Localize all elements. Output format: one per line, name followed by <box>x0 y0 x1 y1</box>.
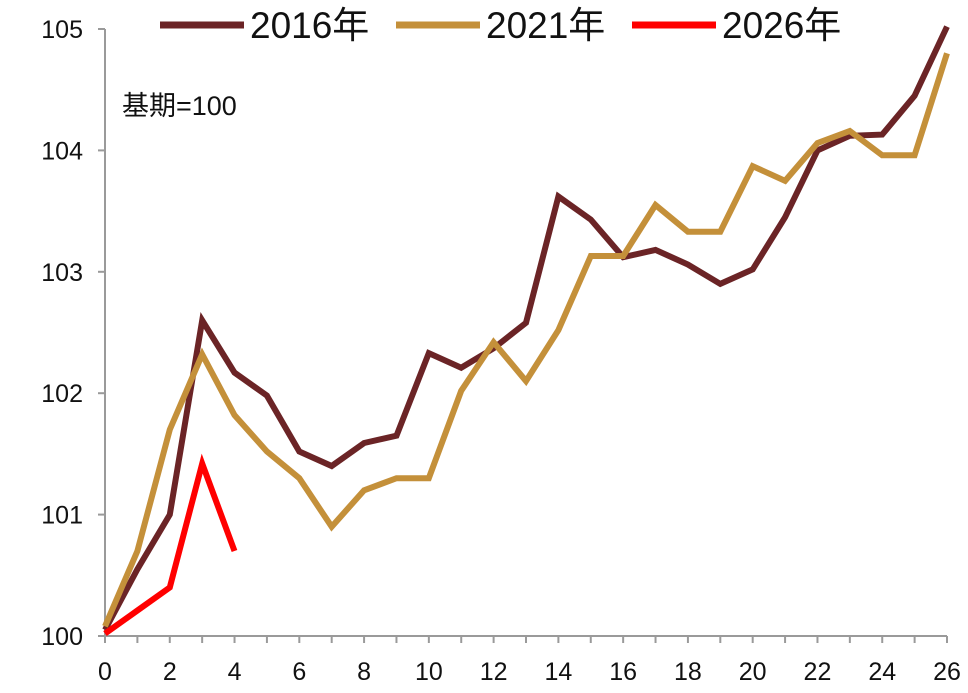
x-tick-label: 18 <box>674 658 702 686</box>
legend-label: 2026年 <box>722 5 841 46</box>
x-tick-label: 24 <box>868 658 896 686</box>
x-tick-label: 8 <box>357 658 371 686</box>
x-tick-label: 0 <box>98 658 112 686</box>
x-tick-label: 22 <box>804 658 832 686</box>
y-tick-label: 101 <box>41 502 83 530</box>
x-tick-label: 10 <box>415 658 443 686</box>
series-line-2026年 <box>103 453 238 637</box>
legend: 2016年 2021年 2026年 <box>160 5 841 46</box>
legend-label: 2021年 <box>486 5 605 46</box>
series-line-2016年 <box>102 25 950 632</box>
x-tick-label: 16 <box>609 658 637 686</box>
x-tick-label: 26 <box>933 658 961 686</box>
series-line-2021年 <box>102 52 950 628</box>
x-tick-label: 12 <box>480 658 508 686</box>
x-tick-label: 2 <box>163 658 177 686</box>
x-tick-label: 6 <box>292 658 306 686</box>
y-tick-label: 103 <box>41 259 83 287</box>
y-tick-label: 104 <box>41 137 83 165</box>
y-tick-label: 102 <box>41 380 83 408</box>
base-period-annotation: 基期=100 <box>122 91 237 121</box>
series-layer <box>102 25 950 637</box>
x-tick-label: 14 <box>544 658 572 686</box>
y-tick-label: 105 <box>41 16 83 44</box>
x-tick-label: 4 <box>228 658 242 686</box>
legend-label: 2016年 <box>250 5 369 46</box>
x-tick-label: 20 <box>739 658 767 686</box>
y-tick-label: 100 <box>41 623 83 651</box>
